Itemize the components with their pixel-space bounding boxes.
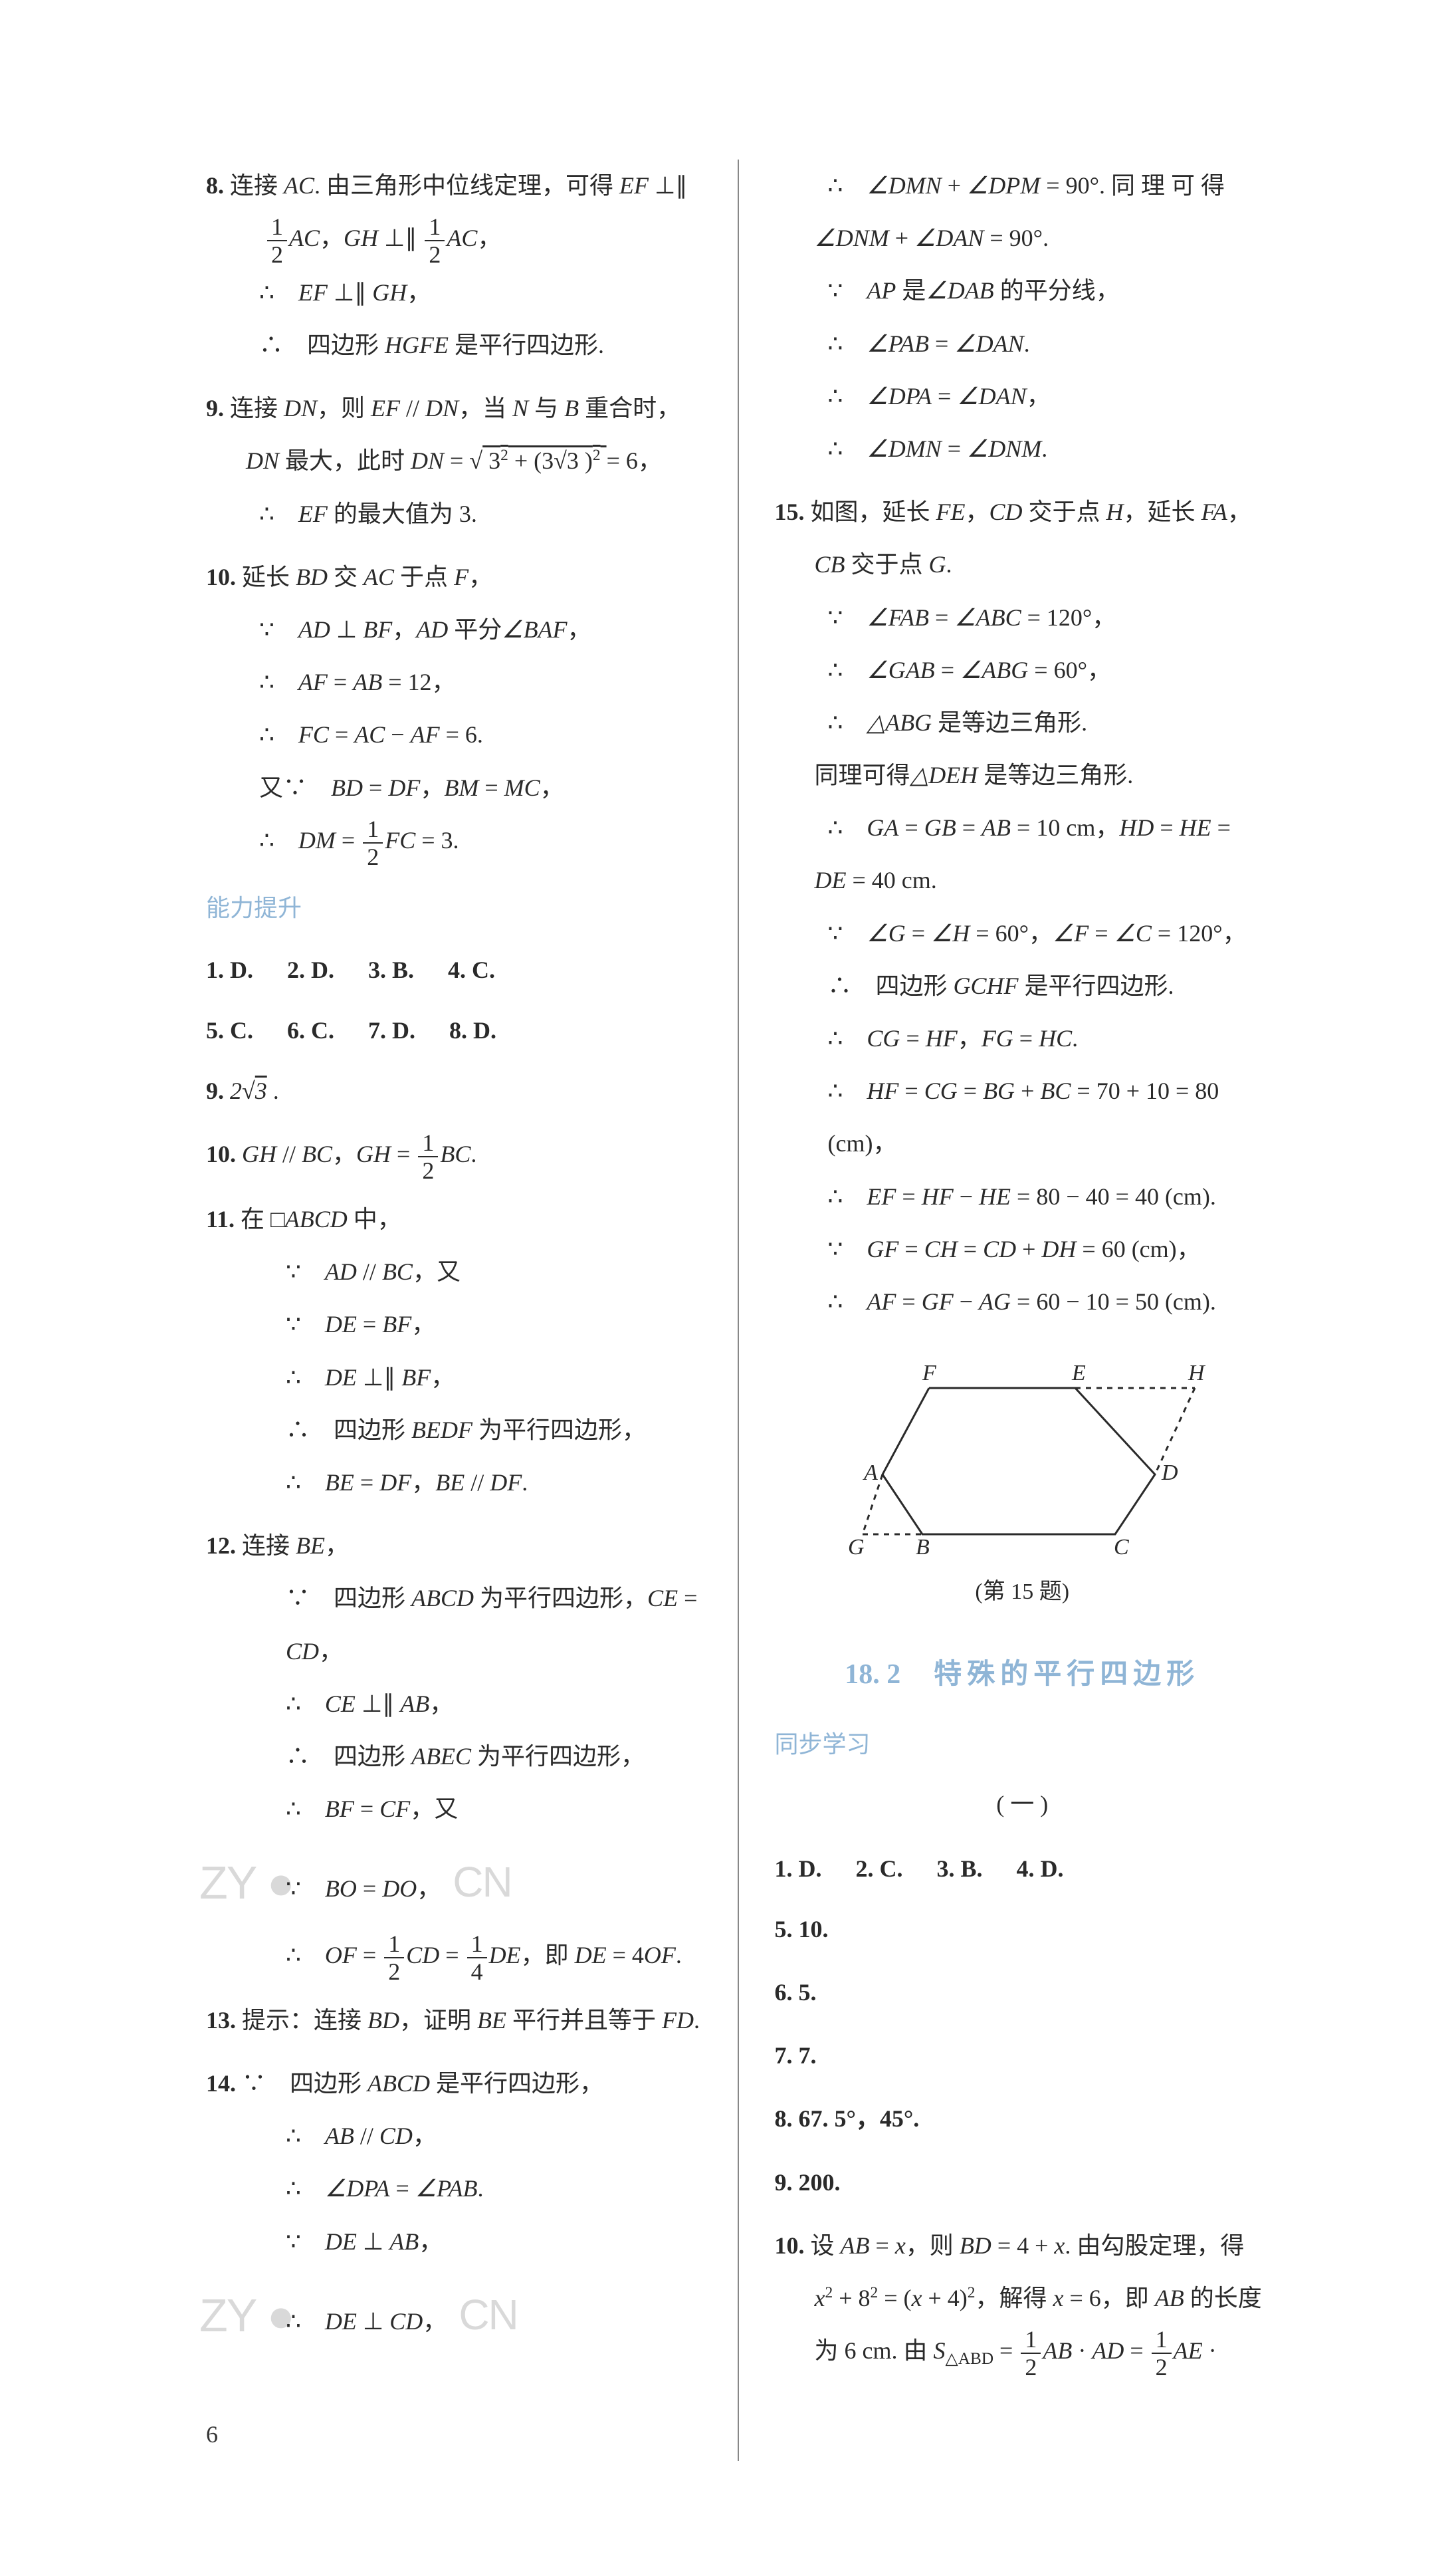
problem-9: 9. 连接 DN，则 EF // DN，当 N 与 B 重合时， DN 最大，此…: [206, 382, 702, 540]
label-A: A: [863, 1460, 878, 1485]
label-B: B: [916, 1535, 930, 1560]
text: . 由三角形中位线定理，可得: [314, 172, 619, 199]
left-column: 8. 连接 AC. 由三角形中位线定理，可得 EF ⊥∥ 12AC，GH ⊥∥ …: [206, 160, 735, 2461]
problem-13: 13. 提示：连接 BD，证明 BE 平行并且等于 FD.: [206, 1994, 702, 2047]
answer-row-3: 1. D. 2. C. 3. B. 4. D.: [775, 1843, 1271, 1895]
problem-11: 11. 在 □ABCD 中， ∵ AD // BC，又 ∵ DE = BF， ∴…: [206, 1193, 702, 1509]
problem-12: 12. 连接 BE， ∵ 四边形 ABCD 为平行四边形，CE = CD， ∴ …: [206, 1520, 702, 1984]
column-divider: [738, 160, 739, 2461]
section-18-2-title: 18. 2 特殊的平行四边形: [775, 1644, 1271, 1705]
page-number: 6: [206, 2408, 702, 2461]
ability-heading: 能力提升: [206, 882, 702, 935]
short-7: 7. 7.: [775, 2030, 1271, 2082]
problem-8: 8. 连接 AC. 由三角形中位线定理，可得 EF ⊥∥ 12AC，GH ⊥∥ …: [206, 160, 702, 372]
watermark: ZY ●: [199, 1831, 294, 1934]
problem-10: 10. 延长 BD 交 AC 于点 F， ∵ AD ⊥ BF，AD 平分∠BAF…: [206, 551, 702, 869]
frac-d: 2: [267, 241, 287, 267]
figure-15-caption: (第 15 题): [775, 1567, 1271, 1617]
answer-row-1: 1. D. 2. D. 3. B. 4. C.: [206, 944, 702, 996]
short-9: 9. 200.: [775, 2156, 1271, 2209]
problem-14-cont: ∴ ∠DMN + ∠DPM = 90°. 同 理 可 得 ∠DNM + ∠DAN…: [775, 160, 1271, 475]
frac-n: 1: [267, 215, 287, 241]
problem-9b: 9. 2√3 .: [206, 1065, 702, 1117]
part-one-label: ( 一 ): [775, 1778, 1271, 1831]
label-F: F: [922, 1361, 937, 1385]
right-column: ∴ ∠DMN + ∠DPM = 90°. 同 理 可 得 ∠DNM + ∠DAN…: [742, 160, 1271, 2461]
sync-learning-label: 同步学习: [775, 1718, 1271, 1771]
math: AC: [284, 172, 314, 199]
label-G: G: [848, 1535, 865, 1560]
short-5: 5. 10.: [775, 1903, 1271, 1956]
problem-14: 14. ∵ 四边形 ABCD 是平行四边形， ∴ AB // CD， ∴ ∠DP…: [206, 2057, 702, 2362]
problem-10c: 10. 设 AB = x，则 BD = 4 + x. 由勾股定理，得 x2 + …: [775, 2220, 1271, 2379]
label-D: D: [1161, 1460, 1178, 1485]
figure-15-diagram: F E H A D G B C: [836, 1348, 1208, 1561]
short-6: 6. 5.: [775, 1966, 1271, 2019]
watermark: ZY ●: [199, 2264, 294, 2367]
math: EF: [619, 172, 649, 199]
page-columns: 8. 连接 AC. 由三角形中位线定理，可得 EF ⊥∥ 12AC，GH ⊥∥ …: [206, 160, 1270, 2461]
problem-10b: 10. GH // BC，GH = 12BC.: [206, 1128, 702, 1183]
text: 连接: [230, 172, 284, 199]
label-E: E: [1071, 1361, 1086, 1385]
label-H: H: [1188, 1361, 1206, 1385]
label-C: C: [1114, 1535, 1129, 1560]
answer-row-2: 5. C. 6. C. 7. D. 8. D.: [206, 1004, 702, 1057]
problem-15: 15. 如图，延长 FE，CD 交于点 H，延长 FA， CB 交于点 G. ∵…: [775, 486, 1271, 1328]
short-8: 8. 67. 5°，45°.: [775, 2093, 1271, 2145]
